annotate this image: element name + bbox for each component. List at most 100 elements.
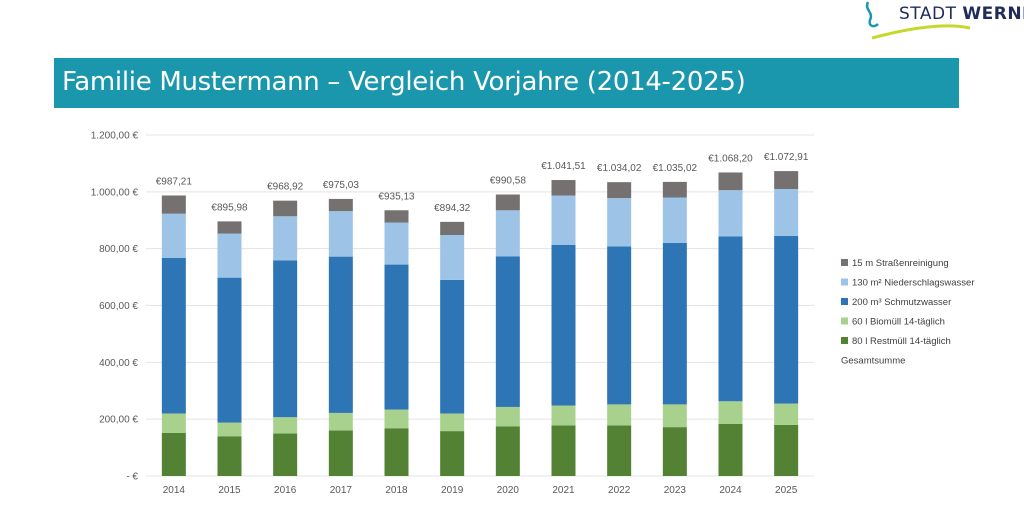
bar-segment (718, 423, 743, 476)
bar-segment (384, 409, 409, 429)
bar-segment (495, 406, 520, 427)
x-tick-label: 2018 (385, 485, 408, 496)
bar-segment (161, 413, 186, 433)
bar-segment (440, 413, 465, 432)
bar-segment (384, 428, 409, 476)
x-tick-label: 2014 (163, 485, 186, 496)
legend-label: Gesamtsumme (841, 356, 905, 367)
total-data-label: €1.068,20 (708, 153, 753, 164)
bar-segment (607, 246, 632, 405)
y-tick-label: 600,00 € (99, 301, 138, 312)
logo-text-light: STADT (899, 4, 957, 24)
page-title: Familie Mustermann – Vergleich Vorjahre … (62, 67, 746, 97)
bar-segment (551, 425, 576, 476)
bar-segment (662, 427, 687, 476)
bar-segment (440, 431, 465, 476)
bar-segment (718, 190, 743, 237)
y-tick-label: - € (126, 472, 138, 483)
total-data-label: €1.041,51 (541, 161, 586, 172)
legend-label: 60 l Biomüll 14-täglich (852, 317, 945, 328)
bar-segment (328, 430, 353, 476)
stadt-werne-logo: STADT WERNE (862, 0, 1024, 48)
logo-swoosh-icon (865, 1, 971, 40)
bar-segment (328, 256, 353, 413)
bar-segment (774, 424, 799, 476)
bar-segment (607, 198, 632, 247)
bar-segment (495, 426, 520, 476)
bar-segment (384, 264, 409, 410)
legend-swatch (841, 278, 848, 286)
legend-label: 130 m² Niederschlagswasser (852, 278, 975, 289)
bar-segment (273, 216, 298, 261)
bar-segment (774, 235, 799, 404)
bar-segment (551, 195, 576, 245)
total-data-label: €987,21 (156, 176, 193, 187)
x-tick-label: 2023 (664, 485, 687, 496)
logo-text: STADT WERNE (899, 4, 1024, 24)
bar-segment (440, 221, 465, 236)
bar-segment (662, 197, 687, 243)
bar-segment (273, 260, 298, 418)
bar-segment (328, 412, 353, 431)
logo-text-bold: WERNE (962, 4, 1024, 24)
bar-segment (217, 436, 242, 476)
bar-segment (273, 417, 298, 434)
bar-segment (217, 277, 242, 423)
y-tick-label: 400,00 € (99, 358, 138, 369)
total-data-label: €990,58 (490, 176, 527, 187)
bar-segment (495, 210, 520, 257)
bar-segment (774, 188, 799, 236)
bar-segment (328, 211, 353, 257)
total-data-label: €1.034,02 (597, 163, 642, 174)
bar-segment (273, 200, 298, 217)
bar-segment (217, 422, 242, 437)
x-tick-label: 2021 (552, 485, 575, 496)
bar-segment (217, 221, 242, 234)
bar-segment (662, 242, 687, 405)
total-data-label: €1.035,02 (653, 163, 698, 174)
bar-segment (161, 257, 186, 414)
x-tick-label: 2017 (330, 485, 353, 496)
x-tick-label: 2024 (719, 485, 742, 496)
bar-segment (384, 222, 409, 265)
bar-segment (440, 235, 465, 280)
bar-segment (551, 180, 576, 196)
total-data-label: €895,98 (211, 202, 248, 213)
total-data-label: €968,92 (267, 182, 304, 193)
bar-segment (662, 181, 687, 198)
bar-segment (440, 279, 465, 414)
bar-segment (774, 171, 799, 189)
y-tick-label: 200,00 € (99, 415, 138, 426)
bar-segment (607, 404, 632, 426)
legend-label: 200 m³ Schmutzwasser (852, 297, 951, 308)
legend-swatch (841, 259, 848, 266)
total-data-label: €975,03 (323, 180, 360, 191)
y-tick-label: 800,00 € (99, 244, 138, 255)
title-bar: Familie Mustermann – Vergleich Vorjahre … (54, 58, 959, 108)
bar-segment (662, 404, 687, 428)
bar-segment (161, 195, 186, 214)
bar-segment (607, 425, 632, 476)
legend-swatch (841, 298, 848, 305)
x-tick-label: 2025 (775, 485, 798, 496)
bar-segment (718, 401, 743, 424)
chart-area: - € 200,00 € 400,00 € 600,00 € 800,00 € 1.000… (54, 118, 984, 510)
bar-segment (774, 403, 799, 425)
x-tick-label: 2019 (441, 485, 464, 496)
x-tick-label: 2015 (218, 485, 241, 496)
stacked-bar-chart: - € 200,00 € 400,00 € 600,00 € 800,00 € 1.000… (91, 131, 975, 497)
x-tick-label: 2022 (608, 485, 631, 496)
legend-label: 15 m Straßenreinigung (852, 258, 949, 269)
legend-swatch (841, 337, 848, 344)
bar-segment (328, 198, 353, 212)
y-tick-label: 1.000,00 € (91, 187, 139, 198)
y-tick-label: 1.200,00 € (91, 131, 139, 142)
bar-segment (161, 213, 186, 258)
x-tick-label: 2016 (274, 485, 297, 496)
bar-segment (217, 233, 242, 278)
bar-segment (607, 182, 632, 199)
legend-swatch (841, 317, 848, 325)
x-tick-label: 2020 (497, 485, 520, 496)
bar-segment (273, 433, 298, 476)
bar-segment (718, 172, 743, 191)
